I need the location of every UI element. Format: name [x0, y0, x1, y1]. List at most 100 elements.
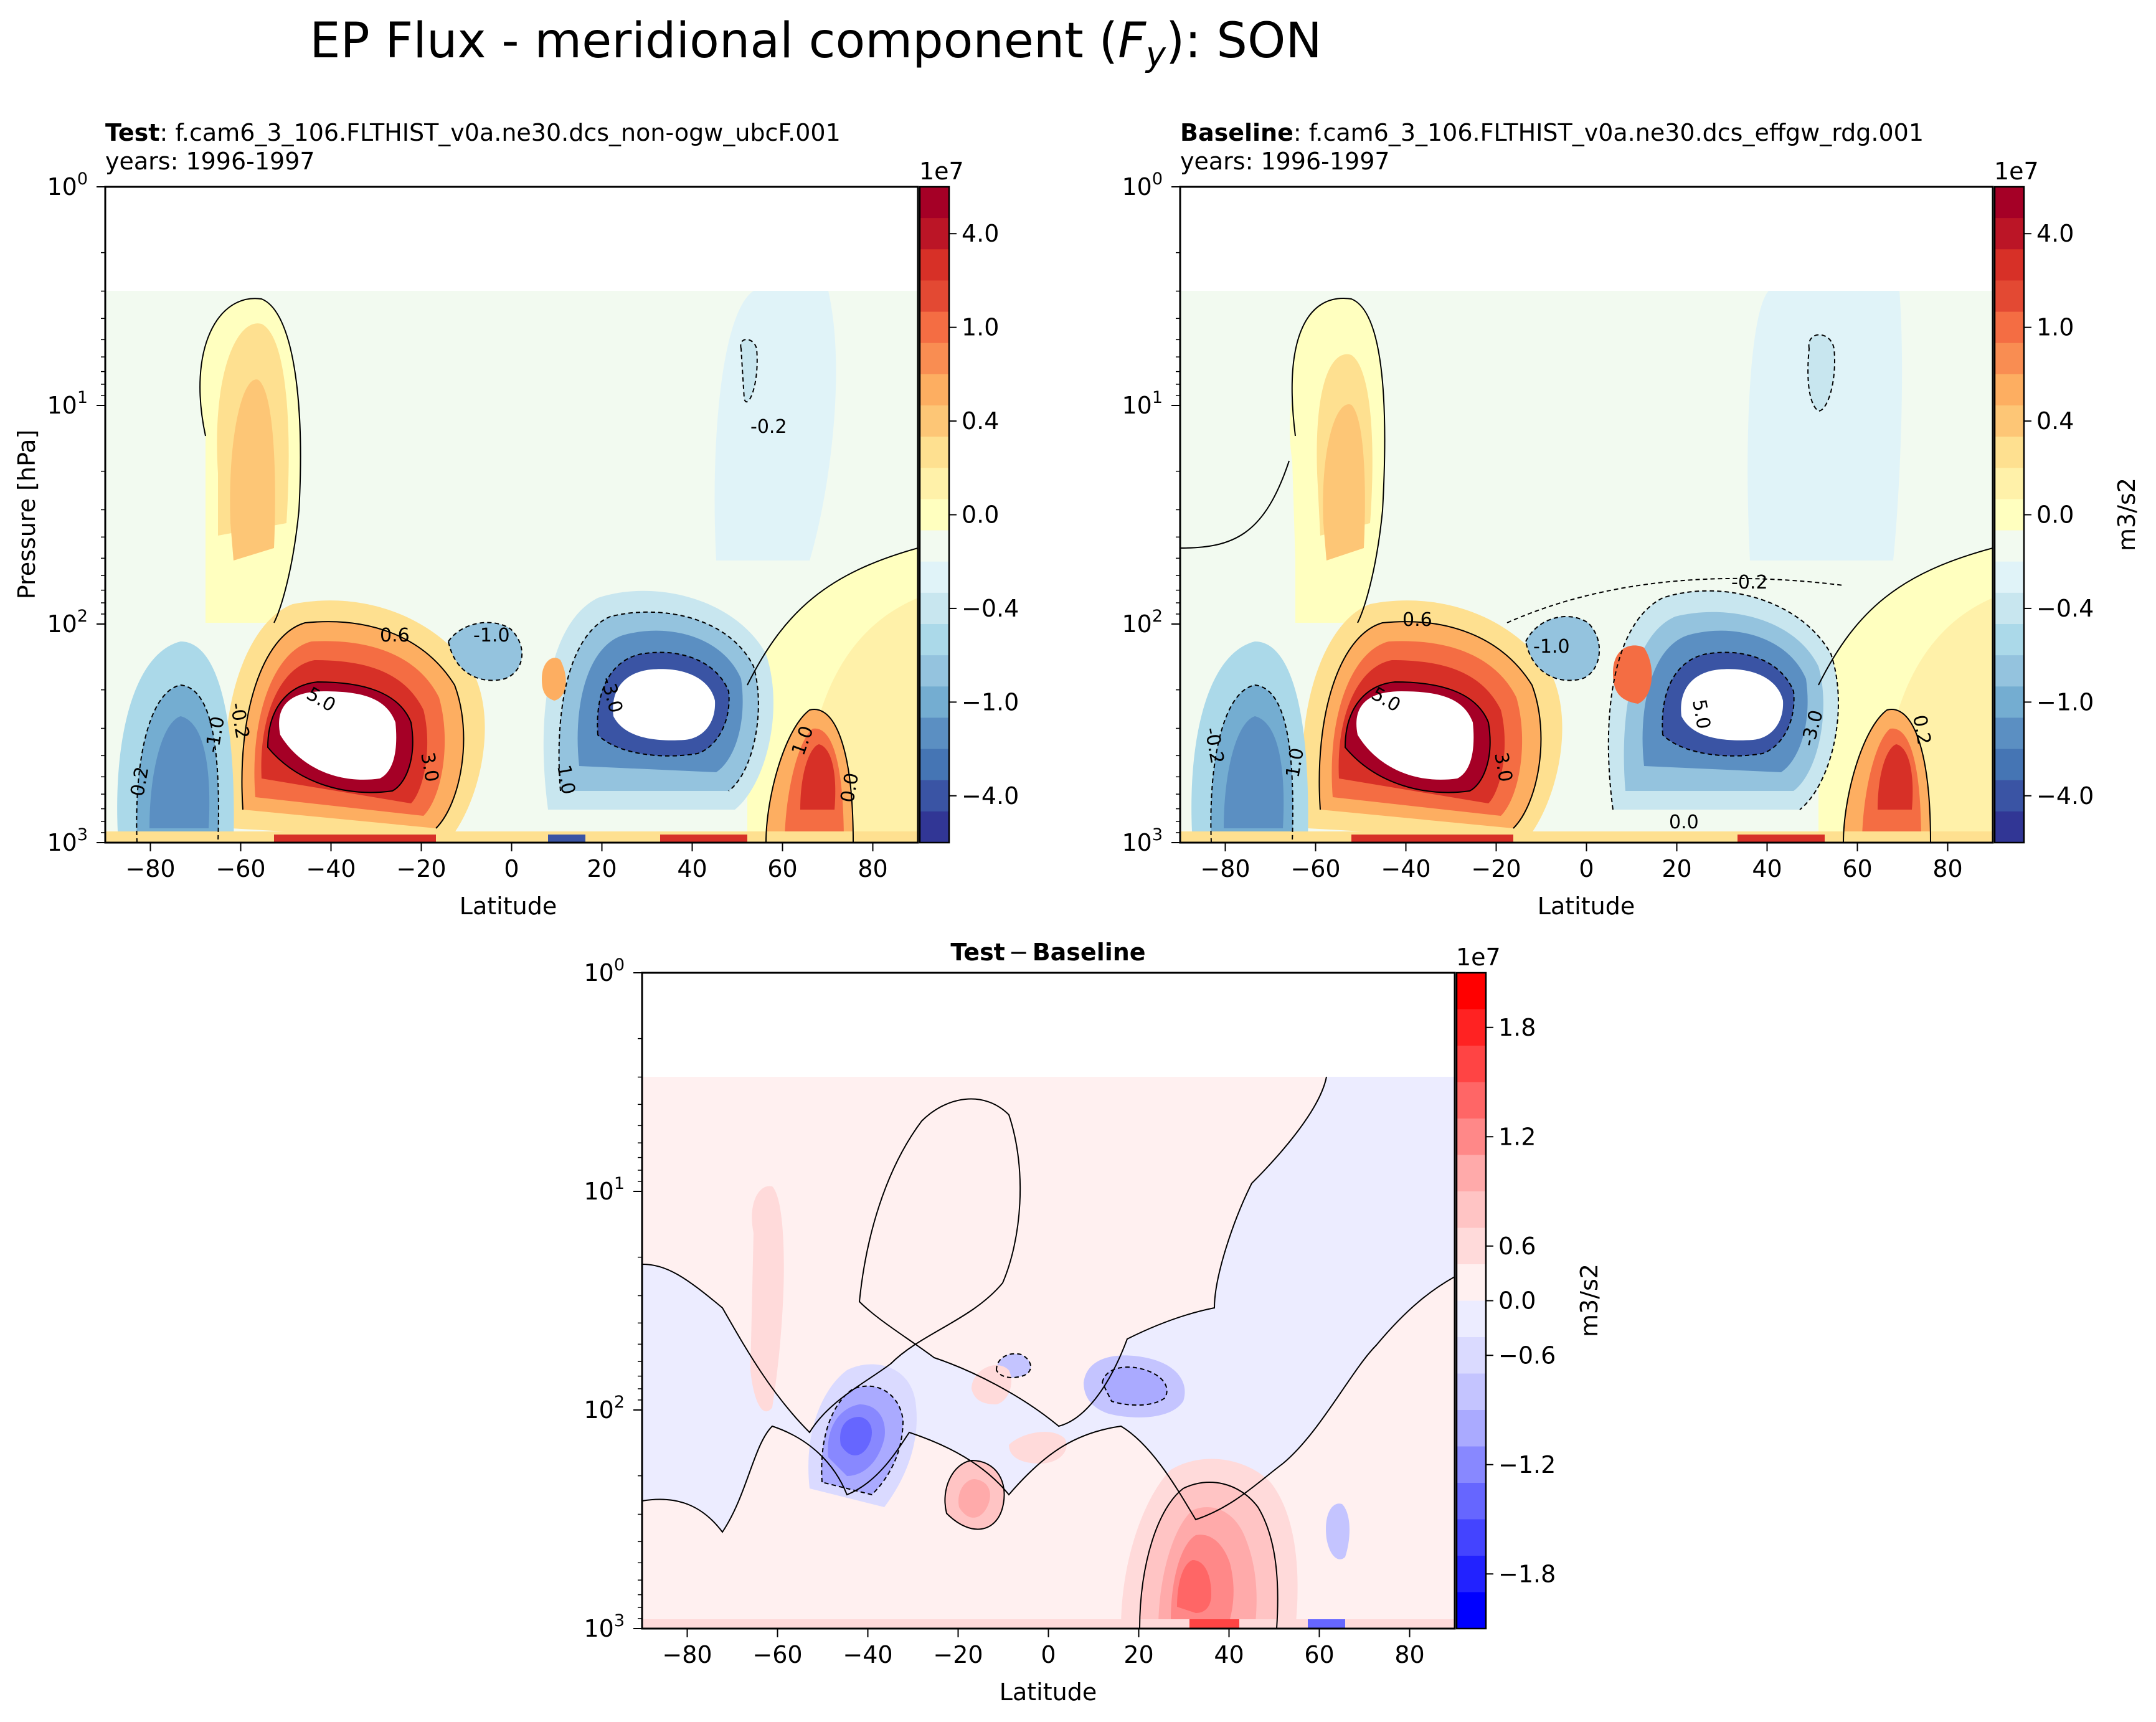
svg-text:0.0: 0.0	[1669, 811, 1699, 833]
svg-text:0.6: 0.6	[380, 625, 410, 646]
colorbar-segment	[1457, 1264, 1486, 1302]
colorbar-segment	[920, 811, 949, 843]
colorbar-segment	[920, 655, 949, 687]
baseline-y-axis: 100 101 102 103	[1122, 169, 1180, 856]
x-tick-label: −40	[843, 1641, 892, 1668]
x-tick-label: 80	[1932, 855, 1962, 882]
colorbar-segment	[920, 437, 949, 468]
test-subtitle: years: 1996-1997	[105, 148, 315, 175]
colorbar-tick-label: −1.8	[1498, 1560, 1556, 1587]
x-tick-label: −60	[215, 855, 265, 882]
colorbar-segment	[1995, 218, 2024, 250]
difference-colorbar-label: m3/s2	[1576, 1264, 1603, 1337]
colorbar-segment	[920, 374, 949, 406]
svg-text:3.0: 3.0	[416, 750, 443, 783]
x-tick-label: 20	[587, 855, 617, 882]
colorbar-tick-label: 4.0	[2036, 220, 2074, 247]
colorbar-segment	[1457, 1228, 1486, 1265]
test-contour-lines	[199, 298, 918, 843]
svg-text:0.6: 0.6	[1402, 609, 1432, 631]
test-title-text: : f.cam6_3_106.FLTHIST_v0a.ne30.dcs_non-…	[159, 119, 840, 146]
x-tick-label: 0	[504, 855, 519, 882]
x-tick-label: −80	[662, 1641, 712, 1668]
y-tick-label: 100	[47, 169, 88, 201]
colorbar-tick-label: 1.0	[962, 314, 999, 341]
y-tick-label: 103	[584, 1611, 625, 1642]
colorbar-segment	[920, 780, 949, 812]
baseline-contour-lines	[1180, 298, 1993, 843]
colorbar-segment	[1995, 499, 2024, 531]
colorbar-segment	[1457, 1556, 1486, 1593]
x-tick-label: 20	[1123, 1641, 1153, 1668]
difference-x-axis: −80 −60 −40 −20 0 20 40 60 80	[662, 1629, 1425, 1668]
colorbar-tick-label: 4.0	[962, 220, 999, 247]
test-y-label: Pressure [hPa]	[13, 430, 40, 600]
colorbar-segment	[920, 624, 949, 656]
colorbar-tick-label: −1.0	[962, 688, 1019, 716]
colorbar-segment	[1995, 468, 2024, 500]
x-tick-label: −60	[752, 1641, 802, 1668]
y-tick-label: 102	[584, 1393, 625, 1424]
difference-title-baseline: Baseline	[1033, 939, 1146, 966]
svg-text:-0.2: -0.2	[750, 416, 787, 438]
colorbar-segment	[1995, 717, 2024, 750]
x-tick-label: 40	[1752, 855, 1782, 882]
colorbar-tick-label: −1.0	[2036, 688, 2094, 716]
colorbar-segment	[1995, 343, 2024, 375]
test-negative-contours	[136, 339, 759, 843]
colorbar-segment	[1995, 811, 2024, 843]
colorbar-segment	[920, 592, 949, 625]
colorbar-tick-label: 1.2	[1498, 1123, 1536, 1150]
baseline-title: Baseline: f.cam6_3_106.FLTHIST_v0a.ne30.…	[1180, 119, 1924, 146]
difference-negative-contours	[821, 1353, 1168, 1496]
baseline-panel: Baseline: f.cam6_3_106.FLTHIST_v0a.ne30.…	[1122, 119, 2140, 920]
test-filled-contours	[105, 291, 918, 843]
baseline-x-axis: −80 −60 −40 −20 0 20 40 60 80	[1200, 843, 1963, 882]
y-tick-label: 103	[47, 825, 88, 856]
baseline-filled-contours	[1180, 291, 1993, 843]
difference-x-label: Latitude	[1000, 1678, 1097, 1706]
colorbar-tick-label: −4.0	[2036, 782, 2094, 810]
difference-panel: Test − Baseline	[584, 939, 1603, 1706]
test-x-axis: −80 −60 −40 −20 0 20 40 60 80	[125, 843, 888, 882]
colorbar-segment	[920, 218, 949, 250]
y-tick-label: 102	[1122, 607, 1163, 638]
test-colorbar-offset: 1e7	[919, 158, 964, 185]
colorbar-segment	[920, 187, 949, 219]
colorbar-segment	[1457, 1009, 1486, 1046]
colorbar-segment	[1457, 1300, 1486, 1338]
difference-filled-contours	[642, 1077, 1455, 1629]
difference-title-minus: −	[1009, 939, 1029, 966]
svg-text:0.2: 0.2	[126, 765, 153, 798]
x-tick-label: −20	[1471, 855, 1521, 882]
colorbar-segment	[1995, 437, 2024, 468]
baseline-subtitle: years: 1996-1997	[1180, 148, 1390, 175]
colorbar-segment	[1457, 1119, 1486, 1156]
x-tick-label: −80	[1200, 855, 1250, 882]
x-tick-label: 80	[1394, 1641, 1424, 1668]
svg-text:0.2: 0.2	[1908, 713, 1935, 746]
x-tick-label: −80	[125, 855, 175, 882]
test-colorbar: 4.0 1.0 0.4 0.0 −0.4 −1.0 −4.0	[919, 186, 1019, 844]
difference-field	[642, 973, 1455, 1629]
colorbar-tick-label: 0.4	[962, 407, 999, 435]
difference-colorbar-offset: 1e7	[1456, 944, 1501, 971]
test-title: Test: f.cam6_3_106.FLTHIST_v0a.ne30.dcs_…	[105, 119, 841, 146]
difference-y-axis: 100 101 102 103	[584, 955, 642, 1642]
baseline-field: 0.6 -0.2 -1.0 5.0 3.0 -3.0 5.0 0.2 -0.2 …	[1180, 187, 1993, 843]
y-tick-label: 101	[584, 1174, 625, 1205]
x-tick-label: 60	[1842, 855, 1872, 882]
colorbar-segment	[1995, 311, 2024, 344]
colorbar-segment	[1995, 592, 2024, 625]
colorbar-segment	[1457, 1155, 1486, 1192]
colorbar-segment	[920, 749, 949, 781]
difference-contour-lines	[642, 1076, 1455, 1629]
colorbar-segment	[1457, 1410, 1486, 1447]
test-panel: Test: f.cam6_3_106.FLTHIST_v0a.ne30.dcs_…	[13, 119, 1019, 920]
colorbar-segment	[1995, 624, 2024, 656]
baseline-colorbar: 4.0 1.0 0.4 0.0 −0.4 −1.0 −4.0	[1993, 186, 2094, 844]
test-x-label: Latitude	[460, 892, 557, 920]
colorbar-tick-label: 0.0	[1498, 1287, 1536, 1315]
baseline-title-bold: Baseline	[1180, 119, 1293, 146]
